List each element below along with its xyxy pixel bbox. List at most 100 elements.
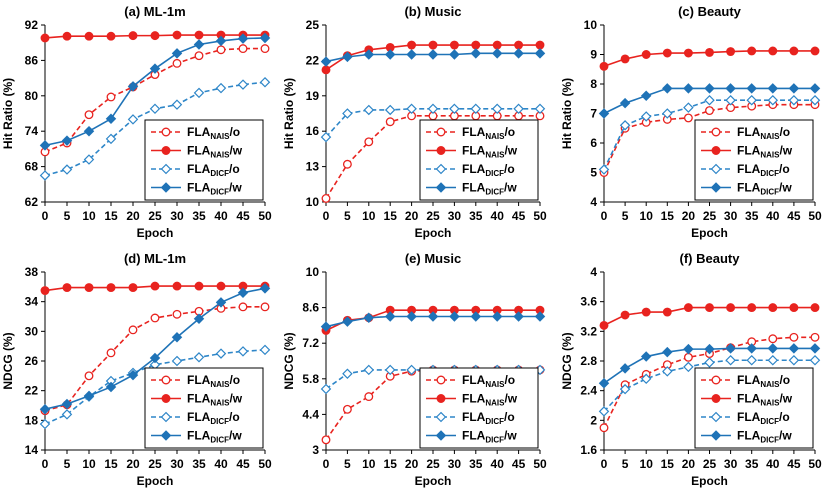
legend-marker — [711, 146, 721, 155]
x-tick-label: 40 — [214, 457, 228, 471]
data-point-s3 — [598, 378, 610, 389]
x-tick-label: 35 — [469, 457, 483, 471]
data-point-s3 — [427, 49, 439, 60]
y-tick-label: 5 — [590, 166, 597, 180]
data-point-s2 — [39, 418, 51, 430]
data-point-s0 — [172, 58, 182, 68]
data-point-s3 — [788, 343, 800, 354]
data-point-s2 — [662, 108, 673, 119]
data-point-s0 — [238, 44, 248, 54]
legend-name: FLA — [187, 162, 211, 176]
x-tick-label: 20 — [682, 209, 696, 223]
legend-name: FLA — [462, 429, 486, 443]
x-tick-label: 25 — [703, 209, 717, 223]
y-tick-label: 18 — [25, 413, 39, 427]
legend-suffix: /w — [229, 392, 242, 406]
legend-name: FLA — [737, 162, 761, 176]
x-tick-label: 35 — [192, 209, 206, 223]
x-tick-label: 10 — [82, 209, 96, 223]
chart-title: (d) ML-1m — [124, 251, 186, 266]
x-tick-label: 20 — [405, 457, 419, 471]
legend-entry: FLADICF/o — [187, 162, 240, 178]
legend-subscript: DICF — [485, 169, 504, 178]
x-tick-label: 0 — [601, 209, 608, 223]
data-point-s3 — [237, 287, 249, 299]
data-point-s1 — [40, 286, 50, 295]
legend-subscript: DICF — [210, 417, 229, 426]
legend-name: FLA — [737, 125, 761, 139]
data-point-s1 — [683, 303, 693, 313]
data-point-s3 — [363, 312, 375, 324]
data-point-s3 — [619, 97, 631, 109]
series-line-2 — [44, 349, 266, 425]
x-axis-label: Epoch — [415, 474, 452, 488]
data-point-s2 — [449, 103, 460, 115]
y-tick-label: 9 — [590, 48, 597, 62]
y-axis-label: Hit Ratio (%) — [560, 78, 574, 149]
data-point-s1 — [620, 310, 630, 320]
data-point-s3 — [491, 311, 503, 322]
y-tick-label: 13 — [306, 160, 320, 174]
data-point-s1 — [150, 281, 160, 291]
legend-name: FLA — [462, 410, 486, 424]
data-point-s1 — [128, 31, 138, 41]
y-axis-label: Hit Ratio (%) — [282, 78, 296, 149]
data-point-s0 — [683, 352, 693, 362]
x-tick-label: 45 — [236, 209, 250, 223]
data-point-s0 — [106, 348, 116, 358]
legend-subscript: DICF — [485, 188, 504, 197]
data-point-s1 — [662, 48, 672, 58]
data-point-s1 — [194, 30, 204, 40]
data-point-s2 — [320, 131, 332, 143]
legend-entry: FLADICF/o — [462, 410, 515, 426]
data-point-s2 — [683, 102, 694, 113]
y-tick-label: 38 — [25, 265, 39, 279]
data-point-s0 — [194, 51, 204, 61]
x-tick-label: 45 — [787, 457, 801, 471]
legend-suffix: /o — [779, 125, 790, 139]
data-point-s2 — [746, 355, 757, 366]
x-tick-label: 10 — [640, 209, 654, 223]
chart-panel-1: (b) Music 10 13 16 19 22 25 0 5 10 15 20 25 30 35 40 45 5… — [282, 4, 547, 240]
legend-subscript: DICF — [485, 417, 504, 426]
x-tick-label: 40 — [766, 209, 780, 223]
legend-entry: FLANAIS/w — [187, 392, 243, 408]
legend-suffix: /o — [779, 410, 790, 424]
data-point-s3 — [259, 283, 271, 294]
data-point-s2 — [640, 111, 652, 122]
chart-panel-0: (a) ML-1m 62 68 74 80 86 92 0 5 10 15 20 25 30 35 40 45 5… — [1, 4, 272, 240]
y-tick-label: 74 — [25, 124, 39, 138]
legend-suffix: /w — [779, 429, 792, 443]
data-point-s3 — [342, 316, 353, 327]
x-tick-label: 35 — [469, 209, 483, 223]
data-point-s3 — [427, 311, 439, 322]
data-point-s0 — [321, 194, 331, 203]
data-point-s2 — [662, 366, 673, 377]
legend-suffix: /w — [504, 392, 517, 406]
x-tick-label: 45 — [512, 209, 526, 223]
data-point-s0 — [342, 404, 352, 414]
data-point-s3 — [149, 63, 161, 74]
x-tick-label: 15 — [104, 209, 118, 223]
data-point-s3 — [384, 49, 396, 60]
legend-suffix: /w — [779, 392, 792, 406]
legend-entry: FLADICF/w — [187, 181, 242, 197]
data-point-s3 — [384, 311, 396, 322]
legend-marker — [436, 375, 446, 385]
legend-marker — [161, 375, 171, 385]
legend-marker — [160, 163, 172, 175]
legend-subscript: NAIS — [760, 132, 780, 141]
data-point-s3 — [788, 83, 800, 94]
x-axis-label: Epoch — [691, 474, 728, 488]
data-point-s3 — [406, 311, 417, 322]
legend-marker — [435, 430, 447, 441]
data-point-s1 — [449, 40, 459, 50]
data-point-s0 — [768, 334, 778, 344]
data-point-s2 — [598, 406, 610, 417]
legend-entry: FLANAIS/w — [737, 144, 793, 160]
x-tick-label: 40 — [491, 209, 505, 223]
data-point-s3 — [470, 48, 482, 59]
x-tick-label: 50 — [258, 457, 272, 471]
data-point-s3 — [725, 83, 736, 94]
data-point-s2 — [342, 108, 353, 119]
